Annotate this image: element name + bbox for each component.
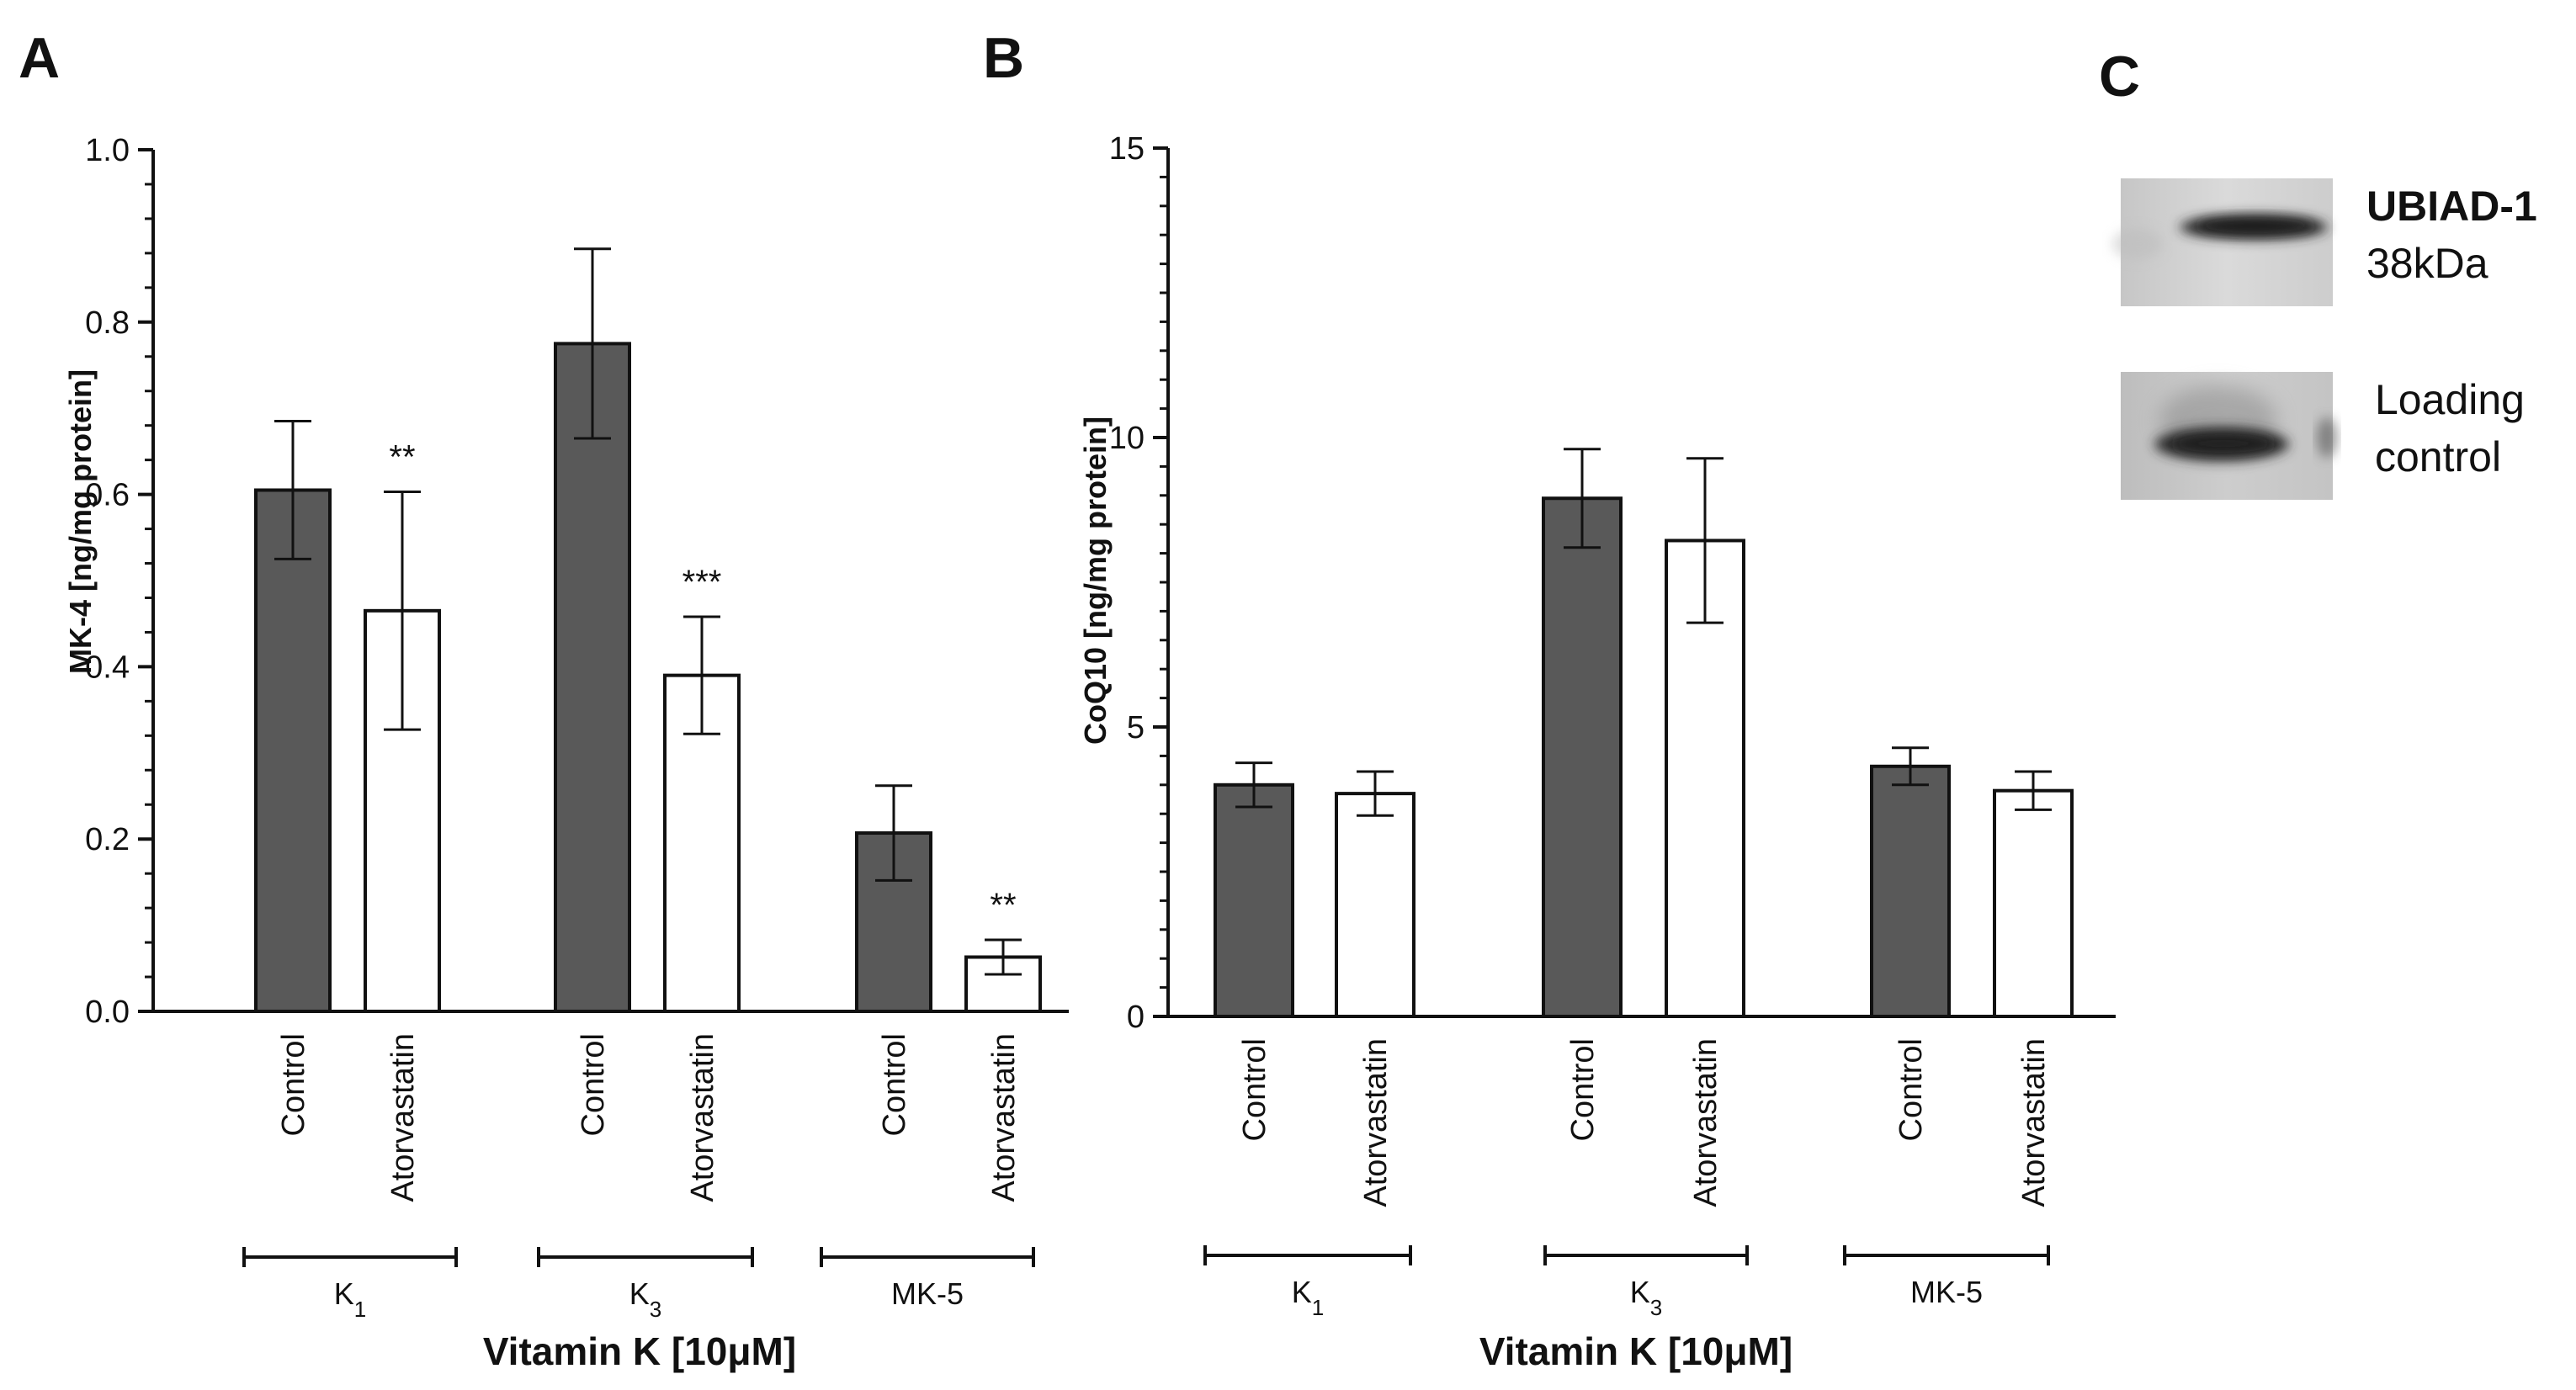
panel-b-bar-control <box>1542 496 1623 1018</box>
panel-a-y-tick-label: 0.2 <box>85 822 130 857</box>
panel-b-y-axis: 0 5 10 15 <box>1109 131 2116 1035</box>
panel-b-x-axis-label: Vitamin K [10μM] <box>1479 1329 1793 1373</box>
panel-b-y-tick-label: 10 <box>1109 421 1145 456</box>
panel-b-category-label-control: Control <box>1565 1038 1601 1142</box>
panel-a-category-label-atorvastatin: Atorvastatin <box>986 1033 1022 1202</box>
panel-b-category-label-control: Control <box>1237 1038 1272 1142</box>
panel-a-x-axis-label: Vitamin K [10μM] <box>483 1329 796 1373</box>
panel-b-group-label: K3 <box>1630 1275 1662 1320</box>
panel-a-category-labels: Control Control Control Atorvastatin Atorvas… <box>242 1033 1035 1322</box>
panel-a-bars: ******* <box>254 247 1042 1014</box>
panel-b-category-label-atorvastatin: Atorvastatin <box>1688 1038 1724 1207</box>
panel-a-letter: A <box>19 26 60 90</box>
panel-b-group-label: MK-5 <box>1910 1275 1983 1309</box>
panel-a-category-label-control: Control <box>276 1033 311 1137</box>
panel-b-bars <box>1214 448 2074 1018</box>
panel-b-category-label-control: Control <box>1893 1038 1929 1142</box>
ubiad1-label: UBIAD-1 <box>2366 183 2537 230</box>
panel-a-bar-control <box>254 488 332 1013</box>
panel-a-y-tick-label: 0.6 <box>85 478 130 513</box>
panel-a-y-tick-label: 0.8 <box>85 305 130 341</box>
panel-b-category-label-atorvastatin: Atorvastatin <box>2016 1038 2052 1207</box>
panel-b-bar-control <box>1870 764 1951 1018</box>
panel-a-significance-marker: *** <box>683 564 722 601</box>
panel-c-letter: C <box>2099 45 2140 109</box>
panel-a-y-axis: 0.0 0.2 0.4 0.6 0.8 1.0 <box>85 133 1069 1030</box>
panel-b-y-axis-label: CoQ10 [ng/mg protein] <box>1078 416 1113 745</box>
panel-a-group-label: K3 <box>629 1276 661 1322</box>
panel-a-bar-control <box>554 342 631 1013</box>
loading-control-label-line2: control <box>2375 433 2501 480</box>
panel-b-y-tick-label: 5 <box>1127 710 1145 745</box>
panel-a-significance-marker: ** <box>389 439 415 476</box>
ubiad1-blot-image <box>2112 178 2333 306</box>
panel-c-western-blot: C UBIAD-1 38kDa Loading control <box>2099 45 2537 500</box>
panel-b-chart: B 0 5 10 15 Control Control Control Atorvastat… <box>983 26 2116 1373</box>
panel-a-group-label: MK-5 <box>891 1276 964 1311</box>
panel-b-bar-control <box>1214 783 1294 1018</box>
panel-a-category-label-control: Control <box>576 1033 611 1137</box>
panel-a-y-tick-label: 0.4 <box>85 650 130 685</box>
panel-a-y-tick-label: 0.0 <box>85 995 130 1030</box>
panel-b-category-labels: Control Control Control Atorvastatin Atorvas… <box>1203 1038 2052 1320</box>
panel-a-category-label-atorvastatin: Atorvastatin <box>685 1033 720 1202</box>
panel-a-category-label-atorvastatin: Atorvastatin <box>385 1033 421 1202</box>
loading-control-label-line1: Loading <box>2375 376 2525 423</box>
panel-b-bar-atorvastatin <box>1335 792 1415 1018</box>
ubiad1-size-label: 38kDa <box>2366 240 2488 287</box>
panel-a-category-label-control: Control <box>877 1033 912 1137</box>
panel-a-y-axis-label: MK-4 [ng/mg protein] <box>63 369 98 674</box>
panel-b-y-tick-label: 15 <box>1109 131 1145 167</box>
panel-b-group-label: K1 <box>1292 1275 1324 1320</box>
panel-b-letter: B <box>983 26 1024 90</box>
panel-b-bar-atorvastatin <box>1993 788 2074 1018</box>
panel-b-category-label-atorvastatin: Atorvastatin <box>1358 1038 1394 1207</box>
loading-control-blot-image <box>2121 372 2337 500</box>
panel-a-significance-marker: ** <box>990 887 1016 924</box>
panel-a-group-label: K1 <box>334 1276 366 1322</box>
panel-a-chart: A 0.00.20.40.60.81.0 ******* Control Cont… <box>19 26 1069 1373</box>
panel-b-y-tick-label: 0 <box>1127 1000 1145 1035</box>
panel-a-y-tick-label: 1.0 <box>85 133 130 168</box>
panel-a-bar-control <box>855 831 932 1013</box>
